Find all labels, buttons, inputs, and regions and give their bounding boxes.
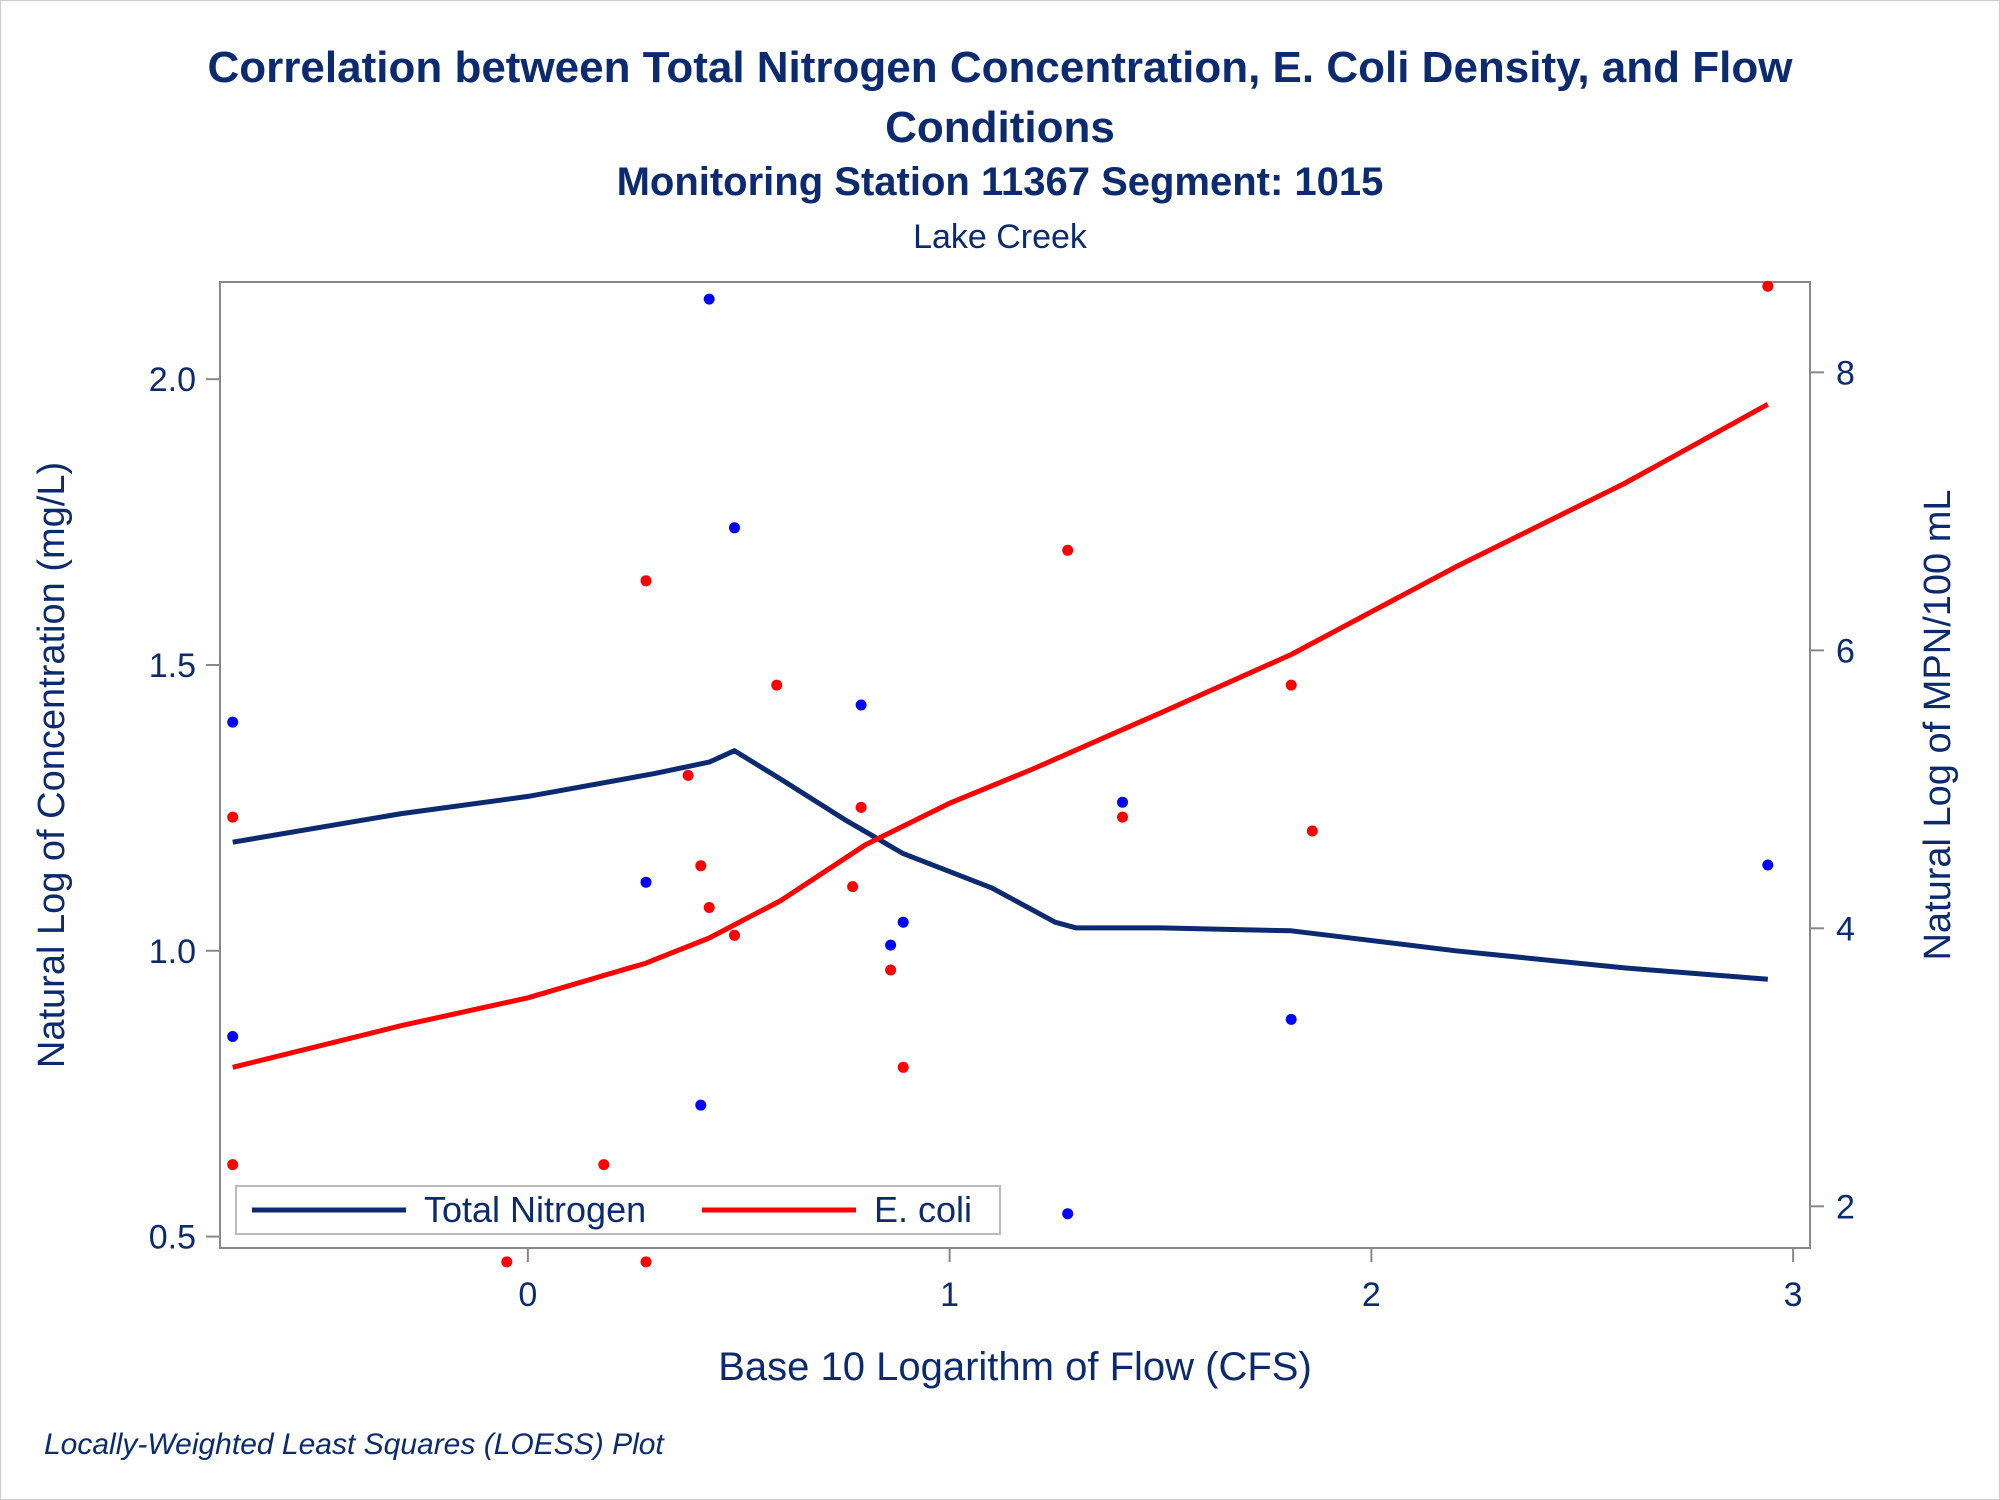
x-tick-label: 3 — [1784, 1276, 1803, 1314]
ecoli-point — [640, 1256, 652, 1268]
y-left-tick-label: 1.0 — [149, 933, 196, 971]
ecoli-point — [682, 769, 694, 781]
x-tick-label: 1 — [940, 1276, 959, 1314]
ecoli-point — [855, 801, 867, 813]
legend: Total Nitrogen E. coli — [235, 1185, 1001, 1235]
ecoli-point — [847, 881, 859, 893]
ecoli-loess-line — [232, 402, 1770, 1070]
ecoli-point — [640, 575, 652, 587]
plot-area — [219, 281, 1811, 1249]
chart-subtitle: Monitoring Station 11367 Segment: 1015 — [616, 160, 1384, 204]
x-tick-label: 2 — [1362, 1276, 1381, 1314]
y-right-tick-label: 6 — [1836, 632, 1855, 670]
nitrogen-loess-line — [232, 748, 1768, 982]
nitrogen-point — [855, 699, 867, 711]
ecoli-point — [1285, 679, 1297, 691]
y-right-tick-label: 2 — [1836, 1188, 1855, 1226]
ecoli-point — [1762, 280, 1774, 292]
nitrogen-point — [897, 916, 909, 928]
legend-label-nitrogen: Total Nitrogen — [424, 1189, 646, 1230]
ecoli-point — [729, 929, 740, 941]
ecoli-point — [897, 1061, 909, 1073]
y-left-tick-label: 0.5 — [149, 1219, 196, 1257]
nitrogen-point — [703, 293, 715, 305]
ecoli-point — [501, 1256, 513, 1268]
x-tick-label: 0 — [518, 1276, 537, 1314]
y-left-tick-label: 2.0 — [149, 361, 196, 399]
nitrogen-point — [695, 1099, 707, 1111]
y-axis-right-label: Natural Log of MPN/100 mL — [1917, 489, 1959, 960]
ecoli-point — [771, 679, 783, 691]
nitrogen-point — [227, 716, 239, 728]
ecoli-point — [695, 860, 707, 872]
ecoli-point — [1062, 544, 1074, 556]
y-axis-left-label: Natural Log of Concentration (mg/L) — [31, 462, 73, 1068]
ecoli-point — [703, 902, 715, 913]
legend-label-ecoli: E. coli — [874, 1189, 972, 1230]
y-left-tick-label: 1.5 — [149, 647, 196, 685]
y-right-tick-label: 4 — [1836, 910, 1855, 948]
nitrogen-point — [729, 522, 740, 534]
chart-title: Correlation between Total Nitrogen Conce… — [207, 43, 1793, 152]
nitrogen-point — [885, 939, 897, 951]
chart-subtitle-location: Lake Creek — [913, 218, 1087, 256]
ecoli-point — [885, 964, 897, 976]
ecoli-point — [1117, 811, 1128, 823]
nitrogen-point — [1285, 1013, 1297, 1025]
footnote: Locally-Weighted Least Squares (LOESS) P… — [44, 1428, 664, 1461]
ecoli-point — [598, 1159, 610, 1171]
nitrogen-point — [1117, 796, 1128, 808]
nitrogen-point — [1762, 859, 1774, 871]
y-right-tick-label: 8 — [1836, 354, 1855, 392]
nitrogen-point — [1062, 1208, 1074, 1220]
ecoli-point — [1306, 825, 1318, 837]
ecoli-point — [227, 811, 239, 823]
ecoli-point — [227, 1159, 239, 1171]
nitrogen-point — [640, 876, 652, 888]
x-axis-label: Base 10 Logarithm of Flow (CFS) — [718, 1345, 1312, 1389]
nitrogen-point — [227, 1031, 239, 1042]
